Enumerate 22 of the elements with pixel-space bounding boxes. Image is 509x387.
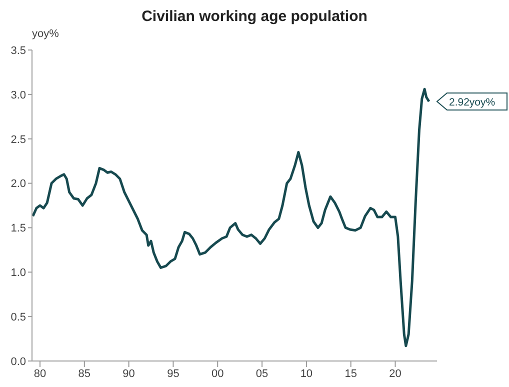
line-series bbox=[32, 88, 430, 348]
x-tick-label: 80 bbox=[34, 368, 46, 380]
y-tick-label: 0.5 bbox=[10, 311, 26, 324]
callout-box: 2.92yoy% bbox=[436, 92, 508, 111]
x-tick-label: 95 bbox=[167, 368, 180, 380]
y-axis-title: yoy% bbox=[32, 28, 59, 40]
x-tick-label: 05 bbox=[256, 368, 268, 380]
y-tick-label: 2.5 bbox=[10, 134, 26, 146]
y-tick-label: 3.5 bbox=[10, 44, 26, 57]
y-tick-label: 0.0 bbox=[10, 356, 26, 368]
x-tick-label: 20 bbox=[389, 368, 402, 380]
x-tick-label: 15 bbox=[344, 368, 357, 380]
chart-title: Civilian working age population bbox=[140, 8, 368, 27]
x-tick-label: 00 bbox=[212, 368, 224, 380]
y-tick-label: 1.0 bbox=[10, 267, 26, 280]
x-tick-label: 10 bbox=[300, 368, 313, 380]
y-tick-label: 3.0 bbox=[10, 89, 26, 102]
x-tick-label: 85 bbox=[78, 368, 91, 380]
annotation: 2.92yoy% bbox=[449, 96, 496, 109]
y-tick-label: 1.5 bbox=[10, 222, 26, 235]
x-tick-label: 90 bbox=[122, 368, 135, 380]
y-tick-label: 2.0 bbox=[10, 178, 26, 190]
